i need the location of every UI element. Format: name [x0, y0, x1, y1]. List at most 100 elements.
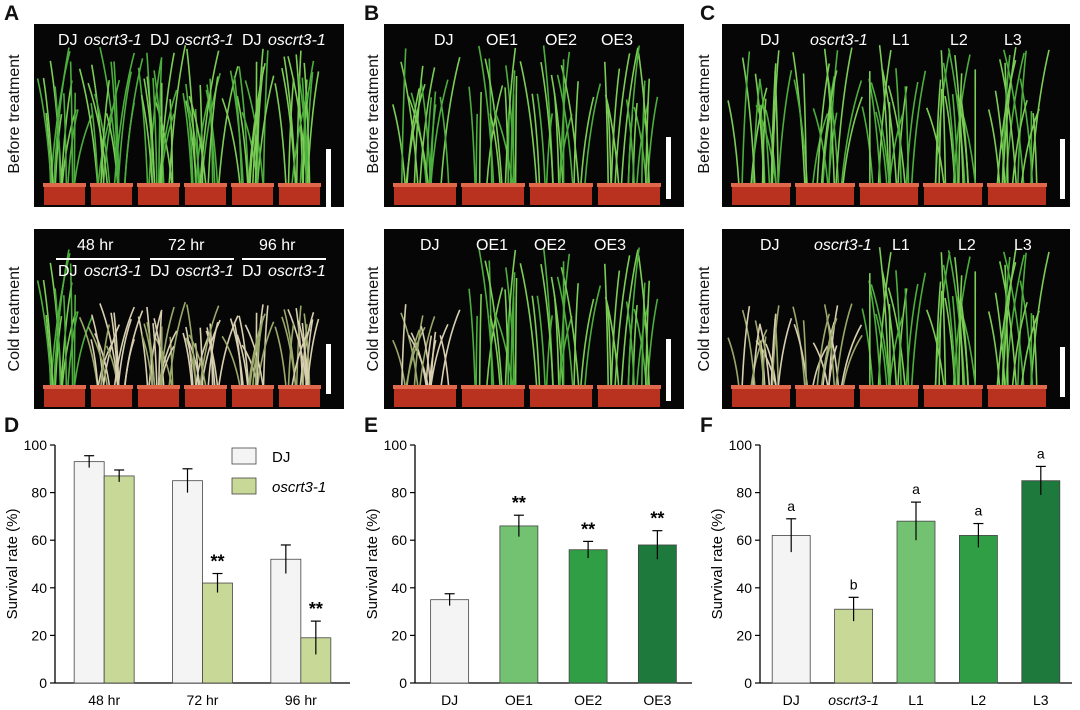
- label-l1: L1: [892, 32, 910, 49]
- leaf: [90, 103, 99, 186]
- leaf: [842, 96, 863, 186]
- leaf: [614, 255, 631, 388]
- leaf: [489, 113, 501, 186]
- label-dj: DJ: [150, 32, 170, 49]
- leaf: [54, 86, 62, 186]
- leaf: [169, 99, 174, 186]
- pot-rim: [231, 385, 274, 389]
- leaf: [137, 316, 149, 388]
- scale-bar: [666, 339, 671, 401]
- pot-rim: [461, 183, 525, 187]
- leaf: [835, 47, 853, 186]
- leaf: [407, 334, 430, 388]
- time-label-96: 96 hr: [259, 237, 296, 254]
- label-mutant: oscrt3-1: [268, 263, 326, 280]
- x-tick-label: OE3: [643, 692, 671, 708]
- leaf: [741, 57, 756, 186]
- leaf: [407, 96, 430, 186]
- leaf: [910, 272, 927, 388]
- leaf: [960, 302, 969, 388]
- leaf: [475, 315, 478, 388]
- leaf: [392, 104, 406, 186]
- leaf: [802, 320, 808, 388]
- leaf: [244, 324, 264, 388]
- leaf: [553, 295, 560, 388]
- leaf: [400, 312, 419, 388]
- pot-rim: [731, 183, 791, 187]
- pot: [394, 185, 456, 205]
- leaf: [73, 315, 94, 388]
- leaf: [614, 53, 631, 186]
- label-l1: L1: [892, 237, 910, 254]
- leaf: [895, 270, 902, 388]
- bar-DJ: [73, 461, 105, 684]
- leaf: [478, 293, 482, 388]
- leaf: [152, 323, 158, 388]
- bar-oscrt3-1: [834, 608, 874, 684]
- leaf: [199, 305, 220, 388]
- leaf: [998, 261, 1018, 388]
- leaf: [637, 255, 651, 388]
- label-dj: DJ: [242, 32, 262, 49]
- plant-drawing: [392, 247, 661, 407]
- x-tick-label: DJ: [783, 692, 800, 708]
- legend-swatch: [231, 447, 257, 465]
- leaf: [942, 264, 957, 388]
- leaf: [1002, 49, 1025, 186]
- leaf: [146, 76, 156, 186]
- leaf: [478, 45, 495, 186]
- label-l3: L3: [1014, 237, 1032, 254]
- leaf: [295, 54, 304, 186]
- leaf: [507, 114, 510, 186]
- leaf: [895, 68, 902, 186]
- pot-rim: [731, 385, 791, 389]
- significance-mark: **: [210, 552, 224, 572]
- pot-rim: [278, 183, 321, 187]
- leaf: [550, 276, 564, 388]
- significance-mark: a: [787, 498, 795, 514]
- leaf: [881, 270, 898, 388]
- leaf: [835, 303, 853, 388]
- significance-mark: **: [581, 519, 595, 539]
- leaf: [73, 294, 77, 388]
- pot: [796, 387, 854, 407]
- label-oe1: OE1: [486, 32, 519, 49]
- leaf: [54, 315, 63, 388]
- leaf: [63, 295, 68, 388]
- pot-rim: [393, 183, 457, 187]
- leaf: [194, 97, 210, 186]
- leaf: [925, 309, 945, 388]
- leaf: [1020, 310, 1040, 388]
- leaf: [792, 52, 806, 186]
- pot-rim: [184, 385, 227, 389]
- pot-rim: [43, 183, 86, 187]
- pot-rim: [231, 183, 274, 187]
- leaf: [429, 323, 449, 388]
- leaf: [90, 64, 105, 186]
- plant-drawing: [392, 45, 661, 205]
- row-label-before-a: Before treatment: [6, 54, 23, 174]
- x-tick-label: OE1: [505, 692, 533, 708]
- leaf: [90, 314, 105, 388]
- leaf: [63, 93, 68, 186]
- leaf: [207, 76, 219, 186]
- label-l2: L2: [958, 237, 976, 254]
- y-tick-label: 40: [391, 580, 407, 596]
- leaf: [645, 280, 651, 388]
- leaf: [124, 338, 135, 388]
- significance-mark: **: [512, 493, 526, 513]
- leaf: [301, 322, 308, 388]
- bar-OE3: [637, 544, 677, 684]
- leaf: [249, 98, 261, 186]
- time-bracket: [56, 258, 140, 260]
- time-label-72: 72 hr: [168, 237, 205, 254]
- pot-rim: [90, 385, 133, 389]
- leaf: [840, 324, 863, 388]
- leaf: [1017, 252, 1027, 388]
- leaf: [400, 61, 419, 186]
- pot-rim: [137, 385, 180, 389]
- pot-rim: [529, 183, 593, 187]
- leaf: [182, 93, 193, 186]
- pot-rim: [923, 183, 983, 187]
- leaf: [777, 70, 793, 186]
